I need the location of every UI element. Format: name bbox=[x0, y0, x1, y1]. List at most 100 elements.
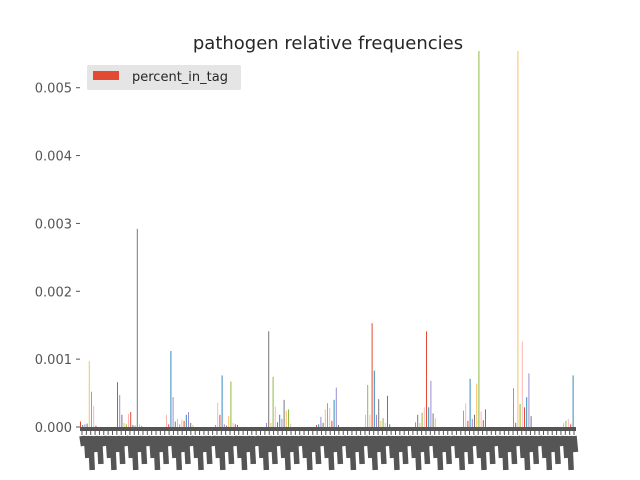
x-tick-label bbox=[340, 435, 348, 447]
x-tick-label bbox=[270, 435, 278, 465]
bar bbox=[318, 424, 320, 427]
bar bbox=[119, 395, 121, 427]
bar bbox=[382, 418, 384, 427]
bar bbox=[290, 423, 292, 427]
legend-box bbox=[87, 65, 241, 90]
x-tick-label bbox=[196, 435, 204, 471]
x-tick-label bbox=[257, 435, 265, 459]
bar bbox=[421, 412, 423, 427]
bar bbox=[223, 424, 225, 427]
x-tick-label bbox=[379, 435, 387, 465]
x-tick-label bbox=[353, 435, 361, 453]
bar bbox=[513, 388, 514, 427]
x-tick-label bbox=[571, 435, 579, 453]
bars bbox=[80, 51, 574, 427]
x-tick-label bbox=[92, 435, 100, 453]
bar bbox=[378, 399, 380, 427]
x-tick-label bbox=[131, 435, 139, 471]
bar bbox=[526, 397, 528, 427]
x-tick-label bbox=[214, 435, 222, 459]
x-tick-label bbox=[79, 435, 87, 447]
legend-swatch bbox=[93, 71, 119, 80]
bar bbox=[121, 414, 123, 427]
bar bbox=[95, 425, 97, 427]
bar bbox=[283, 399, 285, 427]
bar bbox=[128, 414, 129, 427]
x-tick-label bbox=[536, 435, 544, 447]
bar bbox=[570, 424, 572, 427]
bar bbox=[519, 403, 521, 427]
bar bbox=[467, 420, 469, 427]
x-tick-label bbox=[301, 435, 309, 459]
x-tick-label bbox=[475, 435, 483, 459]
bar bbox=[192, 424, 194, 427]
y-tick-label: 0.005 bbox=[35, 82, 72, 97]
bar bbox=[322, 422, 324, 427]
x-tick-label bbox=[405, 435, 413, 447]
bar bbox=[428, 407, 430, 427]
x-tick-label bbox=[566, 435, 574, 471]
bar bbox=[130, 412, 132, 427]
x-tick-label bbox=[188, 435, 196, 447]
bar bbox=[471, 418, 473, 427]
bar bbox=[419, 422, 421, 427]
x-tick-label bbox=[436, 435, 444, 471]
x-tick-label bbox=[392, 435, 400, 471]
x-tick-label bbox=[161, 435, 169, 465]
x-tick-label bbox=[523, 435, 531, 471]
x-tick-label bbox=[318, 435, 326, 447]
bar bbox=[285, 410, 287, 427]
x-tick-label bbox=[244, 435, 252, 453]
x-tick-label bbox=[444, 435, 452, 465]
x-tick-label bbox=[262, 435, 270, 471]
x-tick-label bbox=[135, 435, 143, 453]
bar bbox=[270, 422, 272, 427]
x-tick-label bbox=[484, 435, 492, 453]
bar bbox=[170, 351, 172, 427]
bar bbox=[324, 409, 326, 427]
x-tick-label bbox=[466, 435, 474, 465]
bar bbox=[423, 407, 425, 427]
bar bbox=[515, 422, 517, 427]
x-tick-label bbox=[283, 435, 291, 471]
bar bbox=[469, 378, 471, 427]
x-tick-label bbox=[96, 435, 104, 465]
x-tick-label bbox=[449, 435, 457, 447]
bar bbox=[183, 420, 185, 427]
bar bbox=[384, 422, 386, 427]
bar bbox=[281, 418, 283, 427]
bar bbox=[166, 414, 167, 427]
bar bbox=[219, 414, 221, 427]
bar bbox=[177, 418, 178, 427]
x-tick-label bbox=[144, 435, 152, 447]
x-tick-label bbox=[310, 435, 317, 453]
x-tick-label bbox=[231, 435, 239, 447]
bar bbox=[174, 421, 176, 427]
x-tick-label bbox=[540, 435, 548, 459]
x-tick-label bbox=[279, 435, 287, 459]
x-tick-label bbox=[114, 435, 122, 453]
bar bbox=[134, 425, 136, 427]
x-tick-label bbox=[157, 435, 165, 453]
bar bbox=[268, 331, 270, 427]
bar bbox=[389, 424, 391, 427]
x-tick-label bbox=[148, 435, 156, 459]
bar bbox=[86, 423, 88, 427]
bar bbox=[274, 406, 276, 427]
x-tick-label bbox=[292, 435, 300, 465]
bar bbox=[123, 422, 125, 427]
y-axis: 0.000 0.001 0.002 0.003 0.004 0.005 bbox=[35, 82, 80, 436]
bar bbox=[474, 414, 475, 427]
bar bbox=[380, 420, 382, 427]
bar bbox=[521, 341, 523, 427]
bar bbox=[82, 424, 84, 427]
bar bbox=[528, 373, 530, 427]
x-tick-label bbox=[140, 435, 148, 465]
bar bbox=[84, 424, 86, 427]
x-tick-label bbox=[175, 435, 183, 471]
bar bbox=[463, 410, 464, 427]
x-tick-label bbox=[344, 435, 352, 459]
x-tick-label bbox=[410, 435, 418, 459]
bar bbox=[88, 361, 90, 427]
bar bbox=[517, 51, 519, 427]
